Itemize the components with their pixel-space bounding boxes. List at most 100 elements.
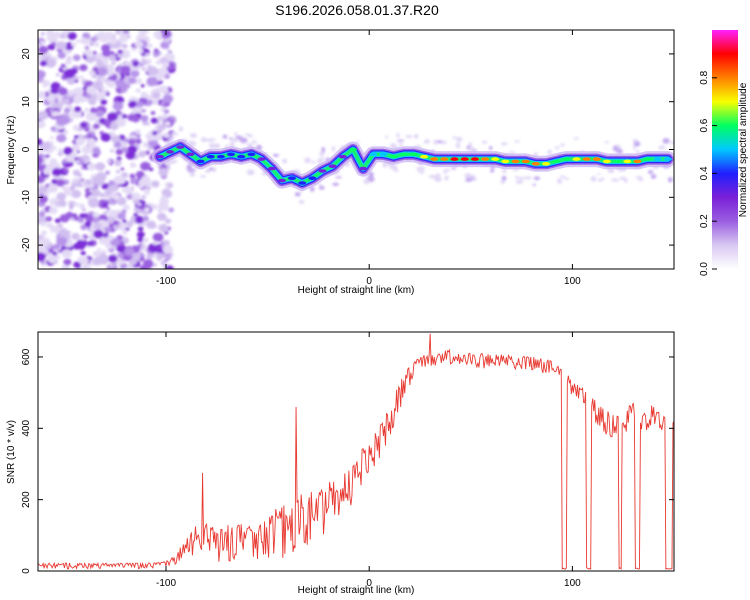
noise-blob [126,152,135,160]
noise-blob [150,111,156,115]
halo-blob [247,135,254,138]
noise-blob [101,183,109,190]
noise-blob [58,199,67,208]
noise-blob [140,161,151,171]
ridge-point [653,157,662,161]
noise-blob [71,189,82,199]
halo-blob [229,141,235,148]
noise-blob [99,238,107,245]
noise-blob [50,88,58,94]
halo-blob [632,146,636,150]
noise-blob [72,75,79,81]
noise-blob [105,200,110,204]
halo-blob [667,177,673,183]
noise-blob [100,133,112,142]
noise-blob [64,68,76,79]
noise-blob [106,207,110,210]
noise-blob [119,141,128,148]
halo-blob [657,146,666,150]
noise-blob [57,151,64,157]
noise-blob [55,73,60,77]
halo-blob [316,159,324,164]
noise-blob [136,231,145,238]
noise-blob [48,206,58,215]
halo-blob [335,176,342,179]
ridge-point [511,159,520,164]
halo-blob [363,178,370,185]
halo-blob [524,176,532,180]
ridge-point [542,162,550,166]
spectrogram-x-axis-label: Height of straight line (km) [298,285,415,296]
noise-blob [147,66,158,76]
noise-blob [49,158,58,165]
noise-blob [110,149,115,153]
halo-blob [444,175,449,181]
colorbar-label: Normalized spectral amplitude [738,82,749,217]
noise-blob [88,198,100,208]
noise-blob [138,150,147,158]
noise-blob [85,93,91,99]
noise-blob [71,144,81,152]
noise-blob [38,175,45,184]
noise-blob [123,138,129,143]
noise-blob [61,249,73,258]
noise-blob [106,79,116,88]
noise-blob [51,168,62,177]
noise-blob [162,94,174,103]
noise-blob [112,193,121,201]
noise-blob [80,236,85,241]
ridge-point [582,157,591,161]
noise-blob [79,75,84,80]
noise-blob [39,142,51,152]
halo-blob [624,177,628,184]
noise-blob [152,263,157,267]
spectrogram-ridge-layer [151,139,674,191]
noise-blob [114,159,122,167]
halo-blob [611,178,619,182]
noise-blob [65,58,73,65]
halo-blob [368,171,374,178]
halo-blob [205,168,211,173]
ridge-point [369,152,378,157]
ridge-point [531,162,540,166]
halo-blob [647,170,654,174]
noise-blob [57,51,66,59]
noise-blob [157,124,166,131]
noise-blob [53,31,61,39]
y-tick-label: 400 [21,420,32,437]
halo-blob [416,166,422,172]
noise-blob [152,99,159,105]
halo-blob [294,192,301,197]
noise-blob [116,259,124,266]
noise-blob [103,222,110,228]
halo-blob [319,151,325,157]
noise-blob [126,35,131,39]
noise-blob [84,45,90,50]
noise-blob [49,141,54,146]
halo-blob [559,175,566,178]
halo-blob [612,145,618,152]
noise-blob [157,212,167,221]
ridge-point [663,157,672,161]
noise-blob [163,239,170,246]
halo-blob [405,135,413,138]
halo-blob [332,182,340,186]
noise-blob [86,137,96,146]
noise-blob [56,134,67,143]
noise-blob [135,170,145,179]
noise-blob [39,60,48,67]
ridge-point [359,166,368,171]
noise-blob [141,195,147,200]
noise-blob [85,111,97,122]
halo-blob [186,164,193,171]
noise-blob [151,224,157,229]
ridge-point [196,159,205,164]
halo-blob [213,143,221,149]
ridge-point [481,157,489,161]
noise-blob [130,177,139,185]
noise-blob [99,77,108,83]
ridge-point [521,159,530,164]
noise-blob [120,65,131,75]
noise-blob [58,227,68,236]
noise-blob [51,111,58,117]
